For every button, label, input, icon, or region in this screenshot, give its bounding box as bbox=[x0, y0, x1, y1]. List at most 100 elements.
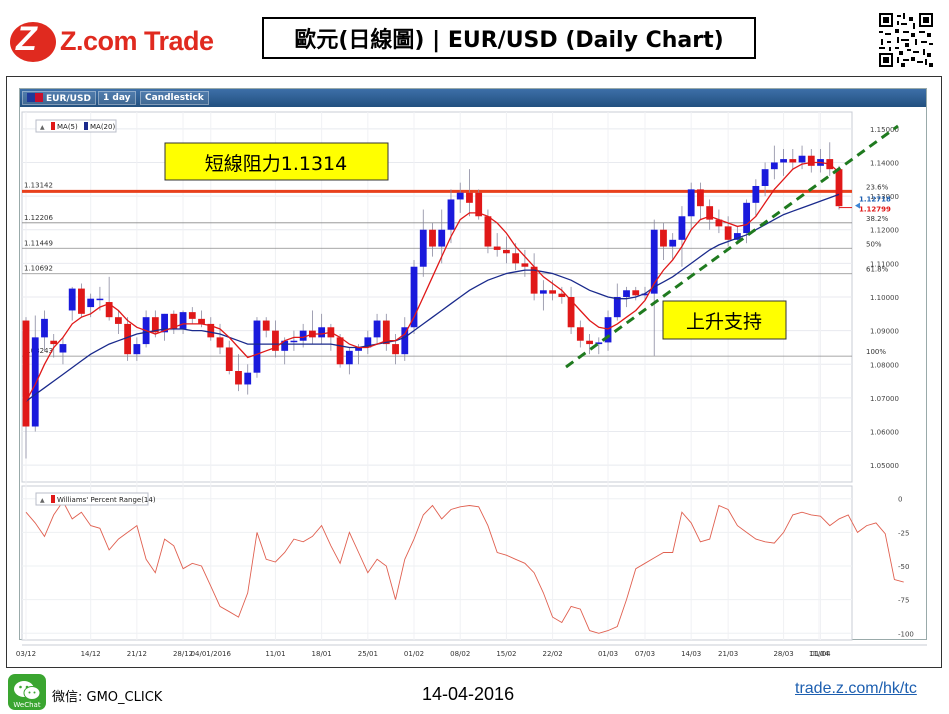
x-tick-label: 21/12 bbox=[127, 650, 147, 658]
fib-level-label: 50% bbox=[866, 240, 882, 248]
bull-candle bbox=[373, 320, 381, 338]
x-tick-label: 01/03 bbox=[598, 650, 618, 658]
bull-candle bbox=[456, 192, 464, 200]
bear-candle bbox=[466, 192, 473, 203]
bull-candle bbox=[68, 288, 76, 311]
bull-candle bbox=[539, 290, 547, 294]
bull-candle bbox=[733, 233, 741, 240]
wpr-legend-label: Williams' Percent Range(14) bbox=[57, 496, 156, 504]
legend-collapse-icon: ▲ bbox=[40, 124, 45, 131]
bull-candle bbox=[41, 318, 48, 338]
wpr-tick-label: -50 bbox=[898, 563, 909, 571]
wpr-tick-label: -75 bbox=[898, 597, 909, 605]
bull-candle bbox=[650, 229, 658, 294]
bull-candle bbox=[355, 347, 362, 351]
resistance-callout-text: 短線阻力1.1314 bbox=[205, 153, 347, 175]
bear-candle bbox=[382, 320, 390, 345]
bear-candle bbox=[336, 337, 344, 365]
bear-candle bbox=[78, 288, 85, 314]
bear-candle bbox=[262, 320, 270, 331]
bear-candle bbox=[188, 312, 196, 319]
current-price-arrow bbox=[855, 202, 860, 209]
bull-candle bbox=[345, 350, 353, 365]
fib-price-label: 1.12206 bbox=[24, 214, 53, 222]
logo-mark-icon bbox=[10, 22, 56, 62]
chart-style-button[interactable]: Candlestick bbox=[140, 91, 209, 105]
wpr-legend-box bbox=[35, 492, 149, 506]
second-price-label: 1.12799 bbox=[859, 206, 891, 214]
bear-candle bbox=[151, 317, 159, 333]
price-tick-label: 1.05000 bbox=[870, 462, 899, 470]
price-tick-label: 1.10000 bbox=[870, 294, 899, 302]
price-tick-label: 1.15000 bbox=[870, 126, 899, 134]
bull-candle bbox=[678, 216, 686, 240]
logo-text: Z.com Trade bbox=[60, 26, 214, 56]
wechat-icon: WeChat bbox=[8, 674, 46, 710]
bear-candle bbox=[576, 327, 584, 341]
bull-candle bbox=[253, 320, 261, 373]
bull-candle bbox=[244, 372, 252, 385]
bear-candle bbox=[198, 318, 205, 324]
support-callout-box bbox=[662, 300, 787, 340]
symbol-button[interactable]: EUR/USD bbox=[22, 91, 96, 105]
x-tick-label: 25/01 bbox=[358, 650, 378, 658]
price-tick-label: 1.12000 bbox=[870, 227, 899, 235]
wechat-badge-label: WeChat bbox=[13, 701, 41, 709]
bear-candle bbox=[272, 330, 279, 351]
bear-candle bbox=[724, 226, 732, 240]
x-tick-label: 01/04 bbox=[810, 650, 831, 658]
bull-candle bbox=[613, 297, 621, 318]
x-tick-label: 08/02 bbox=[450, 650, 470, 658]
site-link[interactable]: trade.z.com/hk/tc bbox=[795, 680, 917, 697]
fib-level-label: 23.6% bbox=[866, 183, 889, 191]
bear-candle bbox=[697, 189, 704, 207]
wechat-id: 微信: GMO_CLICK bbox=[52, 690, 163, 705]
bear-candle bbox=[503, 249, 510, 254]
bull-candle bbox=[364, 337, 372, 348]
x-tick-label: 28/03 bbox=[773, 650, 793, 658]
support-callout-text: 上升支持 bbox=[686, 311, 762, 333]
price-tick-label: 1.11000 bbox=[870, 260, 899, 268]
bear-candle bbox=[235, 371, 242, 385]
price-tick-label: 1.06000 bbox=[870, 429, 899, 437]
x-tick-label: 03/12 bbox=[16, 650, 36, 658]
bull-candle bbox=[447, 199, 455, 230]
bull-candle bbox=[133, 344, 141, 355]
bear-candle bbox=[512, 253, 520, 264]
x-tick-label: 11/04 bbox=[809, 650, 830, 658]
symbol-label: EUR/USD bbox=[46, 94, 91, 104]
bear-candle bbox=[225, 347, 233, 371]
bull-candle bbox=[179, 312, 187, 329]
qr-code-icon bbox=[879, 13, 933, 67]
bear-candle bbox=[567, 297, 575, 328]
x-tick-label: 01/02 bbox=[404, 650, 424, 658]
bull-candle bbox=[798, 155, 806, 163]
ma20-line bbox=[25, 193, 840, 402]
zcom-trade-logo: Z Z.com Trade bbox=[10, 20, 214, 64]
current-price-label: 1.12718 bbox=[859, 196, 891, 204]
x-tick-label: 07/03 bbox=[635, 650, 655, 658]
bull-candle bbox=[438, 229, 446, 247]
price-tick-label: 1.09000 bbox=[870, 328, 899, 336]
wpr-tick-label: -25 bbox=[898, 529, 909, 537]
price-tick-label: 1.07000 bbox=[870, 395, 899, 403]
bear-candle bbox=[216, 337, 224, 348]
bull-candle bbox=[743, 202, 751, 234]
chart-toolbar: EUR/USD 1 day Candlestick bbox=[20, 89, 926, 107]
bull-candle bbox=[780, 159, 787, 163]
uptrend-support-line bbox=[565, 124, 899, 369]
bull-candle bbox=[752, 186, 760, 203]
fib-level-label: 38.2% bbox=[866, 215, 889, 223]
bear-candle bbox=[706, 206, 714, 220]
wpr-tick-label: -100 bbox=[898, 630, 914, 638]
interval-button[interactable]: 1 day bbox=[98, 91, 136, 105]
bear-candle bbox=[105, 302, 113, 318]
bull-candle bbox=[161, 313, 168, 333]
price-tick-label: 1.08000 bbox=[870, 361, 899, 369]
x-tick-label: 21/03 bbox=[718, 650, 738, 658]
bull-candle bbox=[401, 327, 409, 355]
bull-candle bbox=[669, 239, 677, 247]
bull-candle bbox=[770, 162, 778, 170]
logo-z-glyph: Z bbox=[16, 20, 37, 58]
